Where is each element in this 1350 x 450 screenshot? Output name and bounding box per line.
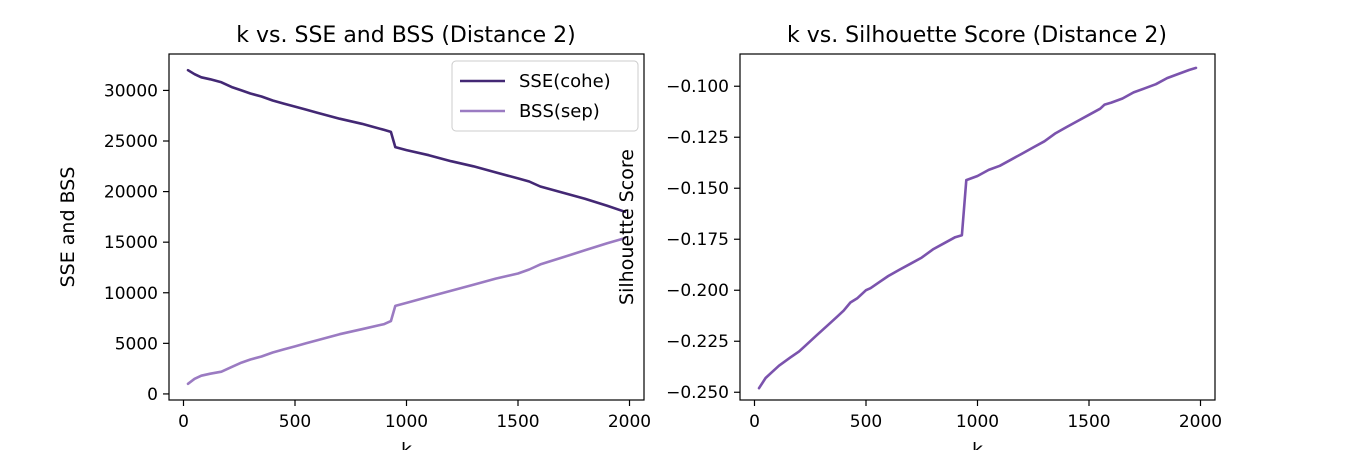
x-tick-label: 500	[850, 412, 882, 432]
series-line-0	[757, 66, 1198, 390]
y-tick-label: 10000	[104, 284, 158, 304]
chart-title: k vs. Silhouette Score (Distance 2)	[787, 23, 1167, 48]
legend: SSE(cohe) BSS(sep)	[451, 60, 639, 132]
legend-label: SSE(cohe)	[519, 71, 611, 92]
legend-label: BSS(sep)	[519, 101, 600, 122]
y-tick-label: −0.225	[666, 332, 729, 352]
x-tick-label: 1500	[1067, 412, 1110, 432]
y-tick-label: 0	[147, 385, 158, 405]
y-tick-label: −0.250	[666, 383, 729, 403]
y-tick-label: −0.175	[666, 230, 729, 250]
x-tick-label: 1000	[385, 412, 428, 432]
x-tick-label: 0	[749, 412, 760, 432]
y-tick-label: 5000	[115, 334, 158, 354]
left-chart: k vs. SSE and BSS (Distance 2) 0 500 1000 15…	[57, 23, 651, 450]
y-axis-label: Silhouette Score	[616, 149, 638, 305]
chart-title: k vs. SSE and BSS (Distance 2)	[236, 23, 575, 48]
y-tick-label: 30000	[104, 81, 158, 101]
series-line-sse-cohe	[186, 68, 627, 214]
y-tick-label: 15000	[104, 233, 158, 253]
x-axis-label: k	[972, 439, 983, 450]
x-tick-label: 500	[279, 412, 311, 432]
x-tick-label: 2000	[608, 412, 651, 432]
y-tick-label: −0.150	[666, 179, 729, 199]
y-axis-label: SSE and BSS	[57, 167, 79, 288]
y-tick-label: 20000	[104, 183, 158, 203]
right-chart: k vs. Silhouette Score (Distance 2) 0 500 1…	[616, 23, 1222, 450]
y-tick-label: −0.200	[666, 281, 729, 301]
series-line-bss-sep	[186, 236, 627, 386]
legend-box	[451, 60, 639, 132]
plot-frame	[739, 53, 1216, 401]
x-tick-label: 1500	[496, 412, 539, 432]
y-tick-label: −0.100	[666, 77, 729, 97]
x-tick-label: 1000	[956, 412, 999, 432]
x-tick-label: 2000	[1179, 412, 1222, 432]
y-tick-label: 25000	[104, 132, 158, 152]
y-tick-label: −0.125	[666, 128, 729, 148]
x-tick-label: 0	[178, 412, 189, 432]
x-axis-label: k	[401, 439, 412, 450]
